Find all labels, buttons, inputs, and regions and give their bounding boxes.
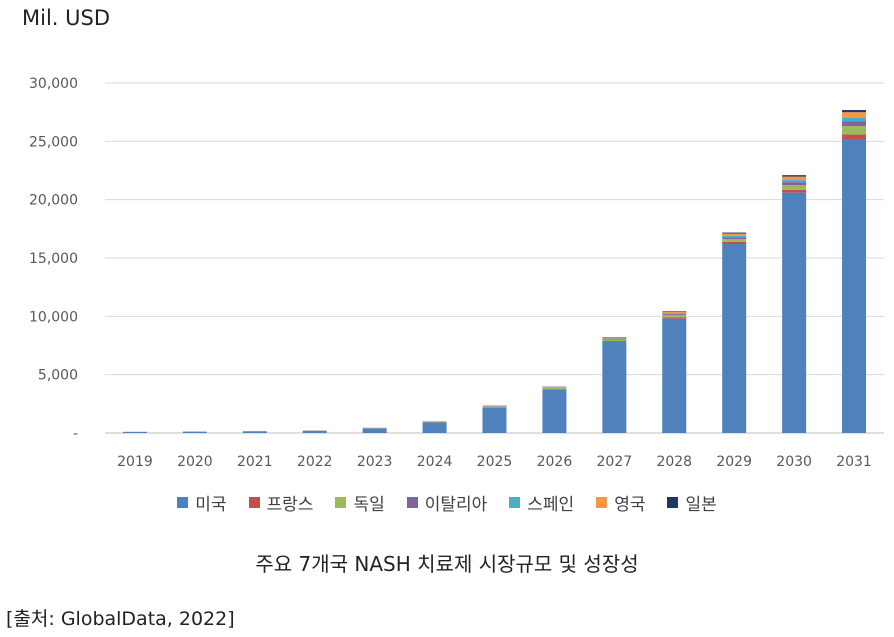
- x-tick-label: 2022: [297, 454, 333, 470]
- bar-segment: [662, 311, 687, 312]
- legend-label: 영국: [614, 495, 646, 515]
- bar-segment: [482, 407, 507, 433]
- y-tick-label: -: [73, 426, 78, 442]
- bar-segment: [602, 342, 627, 433]
- bar-segment: [782, 176, 807, 181]
- bar-segment: [782, 182, 807, 186]
- bar-segment: [482, 406, 507, 408]
- bar-segment: [782, 189, 807, 193]
- x-tick-label: 2029: [716, 454, 752, 470]
- bar-segment: [722, 235, 747, 238]
- bar-segment: [722, 232, 747, 234]
- bar-segment: [782, 180, 807, 183]
- bar-segment: [782, 192, 807, 433]
- legend-item: 영국: [596, 490, 645, 515]
- x-tick-label: 2030: [776, 454, 812, 470]
- bar-segment: [602, 337, 627, 339]
- unit-label: Mil. USD: [22, 6, 111, 30]
- bar-segment: [602, 341, 627, 342]
- bar-segment: [662, 311, 687, 314]
- x-tick-label: 2019: [117, 454, 153, 470]
- legend-label: 독일: [353, 495, 385, 515]
- y-tick-label: 20,000: [29, 193, 78, 209]
- bar-segment: [782, 175, 807, 177]
- bar-segment: [422, 422, 447, 433]
- legend-label: 이탈리아: [424, 495, 488, 515]
- x-tick-label: 2028: [656, 454, 692, 470]
- bar-segment: [362, 428, 387, 433]
- bar-segment: [842, 134, 867, 139]
- bar-segment: [722, 238, 747, 242]
- legend-item: 이탈리아: [406, 490, 488, 515]
- y-tick-label: 30,000: [29, 76, 78, 92]
- x-tick-label: 2025: [477, 454, 513, 470]
- legend-swatch: [335, 497, 347, 508]
- bar-segment: [842, 118, 867, 122]
- legend-item: 미국: [177, 490, 227, 515]
- bar-segment: [842, 126, 867, 135]
- bar-segment: [542, 389, 567, 433]
- legend-item: 독일: [335, 490, 385, 515]
- bar-segment: [662, 315, 687, 318]
- bar-segment: [542, 388, 567, 390]
- bar-segment: [662, 314, 687, 316]
- bar-segment: [842, 121, 867, 127]
- bar-segment: [722, 241, 747, 244]
- legend-item: 프랑스: [248, 490, 314, 515]
- bar-segment: [602, 338, 627, 340]
- legend-item: 일본: [667, 490, 717, 515]
- y-tick-label: 25,000: [29, 134, 78, 150]
- bar-segment: [602, 338, 627, 339]
- chart-caption: 주요 7개국 NASH 치료제 시장규모 및 성장성: [255, 552, 639, 576]
- source-note: [출처: GlobalData, 2022]: [6, 608, 235, 630]
- legend-swatch: [596, 497, 608, 508]
- bar-segment: [782, 185, 807, 190]
- bar-segment: [602, 339, 627, 342]
- bar-segment: [842, 139, 867, 433]
- bar-segment: [842, 112, 867, 118]
- bar-segment: [662, 318, 687, 433]
- legend-label: 프랑스: [266, 495, 314, 515]
- legend-swatch: [177, 497, 189, 508]
- stacked-bar-chart: - 5,000 10,000 15,000 20,000 25,000 30,000 2019…: [29, 76, 884, 470]
- bar-segment: [842, 110, 867, 113]
- bar-segment: [542, 389, 567, 390]
- bar-segment: [302, 430, 327, 433]
- legend-swatch: [406, 497, 418, 508]
- bar-segment: [182, 431, 207, 433]
- y-tick-label: 15,000: [29, 251, 78, 267]
- x-tick-label: 2026: [537, 454, 573, 470]
- bar-segment: [722, 244, 747, 433]
- x-tick-label: 2023: [357, 454, 393, 470]
- bar-segment: [122, 431, 147, 433]
- bar-segment: [722, 233, 747, 236]
- x-tick-label: 2020: [177, 454, 213, 470]
- bar-segment: [722, 237, 747, 239]
- x-tick-label: 2027: [597, 454, 633, 470]
- legend-label: 일본: [685, 495, 717, 515]
- legend-item: 스페인: [509, 490, 574, 515]
- legend-swatch: [509, 497, 521, 508]
- legend-label: 미국: [195, 495, 227, 515]
- x-tick-label: 2024: [417, 454, 453, 470]
- bar-segment: [662, 313, 687, 315]
- x-tick-label: 2021: [237, 454, 273, 470]
- legend-swatch: [667, 497, 679, 508]
- bar-segment: [242, 431, 267, 433]
- y-tick-label: 10,000: [29, 309, 78, 325]
- bar-segment: [542, 386, 567, 388]
- chart-legend: 미국 프랑스 독일 이탈리아 스페인 영국 일본: [0, 490, 894, 515]
- x-tick-label: 2031: [836, 454, 872, 470]
- legend-label: 스페인: [527, 495, 575, 515]
- y-tick-label: 5,000: [38, 368, 78, 384]
- bar-segment: [662, 317, 687, 319]
- legend-swatch: [248, 497, 260, 508]
